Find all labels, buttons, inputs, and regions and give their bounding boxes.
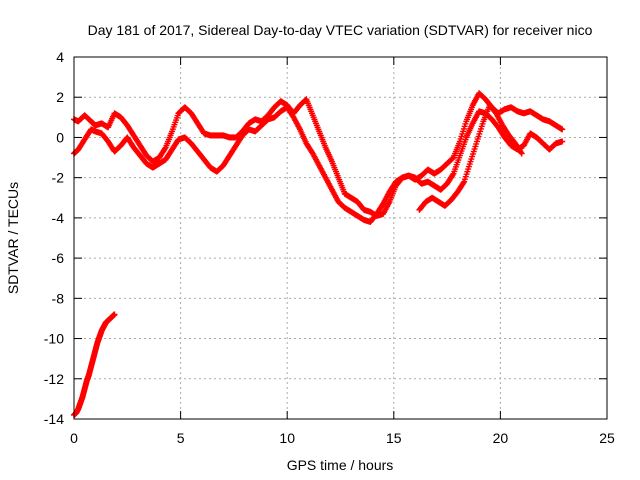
y-tick-label: -4 [52,210,65,226]
series-track-main-lower [71,104,566,225]
x-axis-ticks: 0 5 10 15 20 25 [70,57,615,446]
y-axis-label: SDTVAR / TECUs [5,182,21,294]
x-tick-label: 15 [386,430,402,446]
data-point-plus-marker [517,149,524,156]
y-tick-label: -12 [44,371,64,387]
data-point-plus-marker [559,126,566,133]
y-tick-label: 0 [56,129,64,145]
y-tick-label: -2 [52,170,65,186]
y-tick-label: -8 [52,290,65,306]
x-axis-label: GPS time / hours [287,457,394,473]
data-point-plus-marker [518,150,525,157]
data-point-plus-marker [161,145,168,152]
y-tick-label: -6 [52,250,65,266]
x-tick-label: 5 [177,430,185,446]
y-axis-ticks: -14 -12 -10 -8 -6 -4 -2 0 2 4 [44,49,607,427]
y-tick-label: 4 [56,49,64,65]
data-point-plus-marker [559,138,566,145]
x-tick-label: 10 [279,430,295,446]
data-point-plus-marker [449,171,456,178]
y-tick-label: -10 [44,331,64,347]
plot-area [71,90,566,418]
data-points [71,90,566,418]
plot-frame [73,56,608,420]
x-tick-label: 25 [599,430,615,446]
y-tick-label: 2 [56,89,64,105]
y-tick-label: -14 [44,411,64,427]
x-tick-label: 0 [70,430,78,446]
x-tick-label: 20 [493,430,509,446]
data-point-plus-marker [111,311,118,318]
series-track-branch [416,102,525,213]
data-point-plus-marker [460,179,467,186]
chart-title: Day 181 of 2017, Sidereal Day-to-day VTE… [88,22,593,38]
